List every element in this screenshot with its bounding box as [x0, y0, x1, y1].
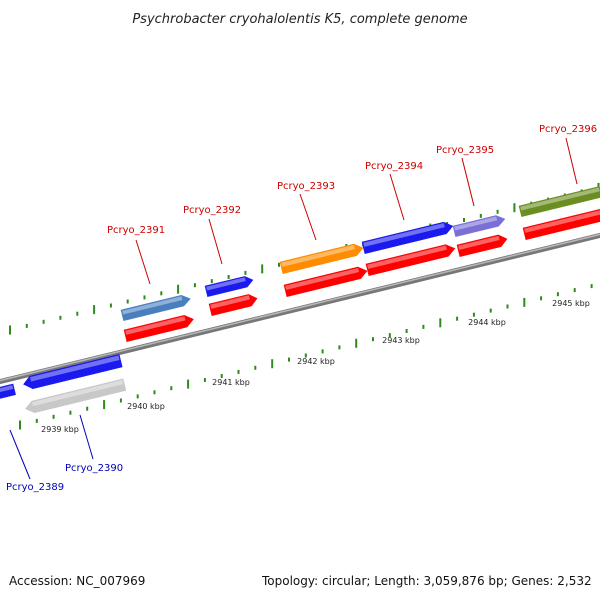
feature-highlight [122, 296, 183, 315]
genome-backbone [0, 232, 600, 385]
feature-highlight [32, 380, 124, 407]
feature-highlight [520, 187, 600, 211]
gene-label: Pcryo_2394 [365, 161, 423, 172]
feature-highlight [454, 216, 498, 231]
gene-label: Pcryo_2396 [539, 124, 597, 135]
callout-line [135, 239, 151, 285]
tick-label: 2944 kbp [468, 318, 506, 327]
gene-feature [452, 215, 506, 237]
feature-highlight [458, 235, 500, 250]
gene-label: Pcryo_2390 [65, 463, 123, 474]
gene-feature [204, 276, 254, 297]
tick-label: 2943 kbp [382, 336, 420, 345]
tick-label: 2939 kbp [41, 425, 79, 434]
tick-label: 2945 kbp [552, 299, 590, 308]
genome-backbone-highlight [0, 233, 600, 382]
feature-highlight [206, 277, 246, 291]
feature-highlight [0, 385, 14, 396]
feature-highlight [281, 244, 356, 267]
feature-highlight [367, 245, 447, 269]
genome-title: Psychrobacter cryohalolentis K5, complet… [132, 12, 467, 27]
gene-feature [25, 378, 127, 414]
cds-feature [123, 315, 194, 342]
gene-label: Pcryo_2389 [6, 482, 64, 493]
cds-feature [365, 244, 456, 276]
gene-feature [120, 295, 191, 321]
cds-feature [283, 266, 368, 297]
gene-features [0, 186, 600, 414]
cds-feature [522, 208, 600, 240]
tick-label: 2942 kbp [297, 357, 335, 366]
callout-line [9, 429, 31, 480]
gene-label: Pcryo_2391 [107, 225, 165, 236]
tick-label: 2941 kbp [212, 378, 250, 387]
callout-line [389, 173, 405, 221]
tick-label: 2940 kbp [127, 402, 165, 411]
feature-highlight [285, 267, 360, 290]
cds-feature [208, 294, 258, 316]
callout-line [299, 193, 317, 241]
callout-line [79, 414, 94, 460]
feature-highlight [524, 209, 600, 233]
gene-label: Pcryo_2393 [277, 181, 335, 192]
gene-feature [0, 383, 16, 402]
tick-labels: 2939 kbp 2940 kbp 2941 kbp 2942 kbp 2943 kbp… [41, 299, 590, 434]
callout-line [461, 157, 475, 207]
gene-feature [23, 354, 123, 389]
callout-line [208, 218, 223, 265]
feature-highlight [210, 295, 250, 309]
callout-line [565, 137, 578, 185]
gene-feature [279, 243, 364, 274]
feature-highlight [125, 316, 186, 335]
feature-highlight [30, 355, 120, 382]
gene-label: Pcryo_2395 [436, 145, 494, 156]
accession-text: Accession: NC_007969 [9, 574, 146, 588]
gene-feature [361, 221, 454, 254]
gene-label: Pcryo_2392 [183, 205, 241, 216]
tick-row-lower [19, 284, 593, 430]
feature-highlight [363, 223, 445, 247]
gene-feature [518, 186, 600, 217]
genome-summary-text: Topology: circular; Length: 3,059,876 bp… [262, 574, 592, 588]
cds-feature [456, 234, 508, 257]
